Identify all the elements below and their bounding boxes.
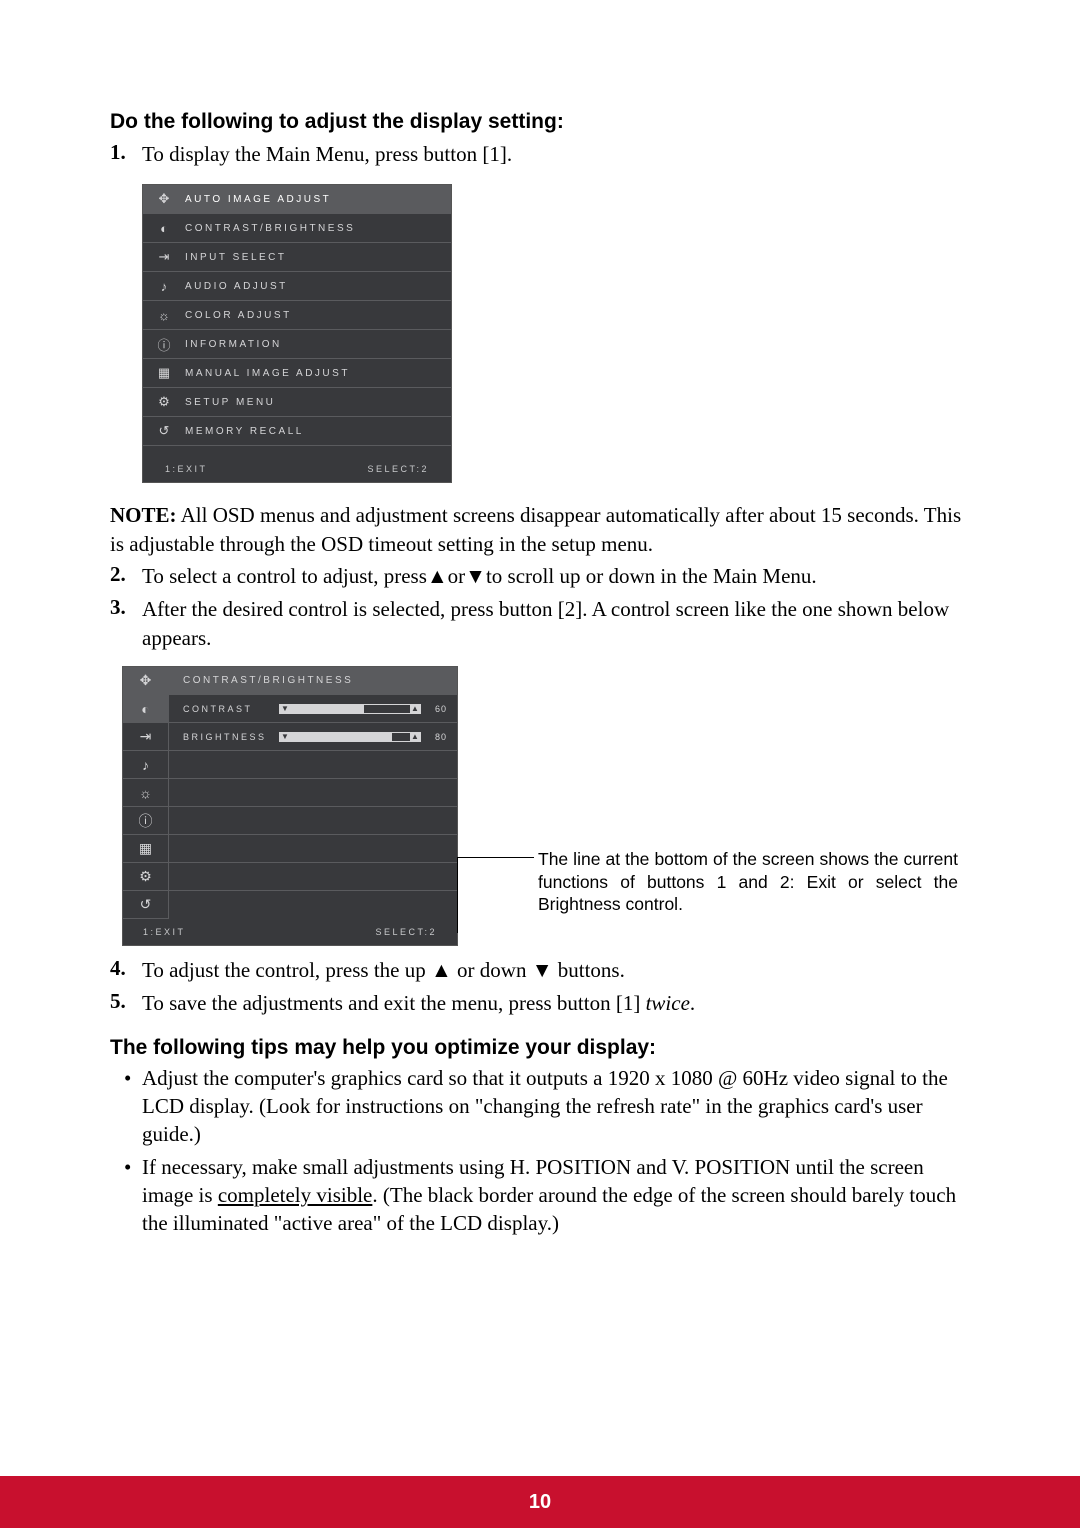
osd-item-icon: ◐ — [153, 220, 175, 236]
ctrl-slider: ▼▲ — [279, 732, 421, 742]
osd-item-label: COLOR ADJUST — [185, 310, 292, 321]
osd-item-icon: ✥ — [153, 191, 175, 207]
ctrl-side-icon: ▦ — [123, 835, 168, 863]
down-arrow-icon: ▼ — [465, 565, 486, 588]
osd-main-footer: 1:EXIT SELECT:2 — [143, 456, 451, 482]
ctrl-side-icon: ⇥ — [123, 723, 168, 751]
note-text: All OSD menus and adjustment screens dis… — [110, 503, 961, 555]
ctrl-row-label: BRIGHTNESS — [183, 732, 271, 742]
osd-item-label: CONTRAST/BRIGHTNESS — [185, 223, 355, 234]
step-1-num: 1. — [110, 140, 142, 168]
ctrl-adjust-row: BRIGHTNESS ▼▲ 80 — [169, 723, 457, 751]
step-4-text: To adjust the control, press the up ▲ or… — [142, 956, 970, 985]
ctrl-row-value: 60 — [429, 704, 447, 714]
osd-footer-select: SELECT:2 — [367, 464, 429, 474]
step-2-num: 2. — [110, 562, 142, 591]
step-4: 4. To adjust the control, press the up ▲… — [110, 956, 970, 985]
bullet-icon: • — [124, 1153, 142, 1238]
osd-item-icon: ☼ — [153, 307, 175, 323]
ctrl-side-icon: ◐ — [123, 695, 168, 723]
ctrl-adjust-row: CONTRAST ▼▲ 60 — [169, 695, 457, 723]
ctrl-row-label: CONTRAST — [183, 704, 271, 714]
osd-item-label: MEMORY RECALL — [185, 426, 304, 437]
osd-menu-item: ▦ MANUAL IMAGE ADJUST — [143, 359, 451, 388]
note-label: NOTE: — [110, 503, 177, 527]
osd-control-footer: 1:EXIT SELECT:2 — [123, 919, 457, 945]
osd-footer-exit: 1:EXIT — [165, 464, 208, 474]
osd-control-wrap: ✥◐⇥♪☼ⓘ▦⚙↺ CONTRAST/BRIGHTNESS CONTRAST ▼▲… — [122, 666, 970, 946]
osd-item-icon: ⇥ — [153, 249, 175, 265]
step-5: 5. To save the adjustments and exit the … — [110, 989, 970, 1017]
osd-menu-item: ☼ COLOR ADJUST — [143, 301, 451, 330]
osd-control-sidebar: ✥◐⇥♪☼ⓘ▦⚙↺ — [123, 667, 169, 919]
ctrl-side-icon: ↺ — [123, 891, 168, 919]
osd-item-icon: ⚙ — [153, 394, 175, 410]
step-5-text: To save the adjustments and exit the men… — [142, 989, 970, 1017]
ctrl-side-icon: ♪ — [123, 751, 168, 779]
step-1-text: To display the Main Menu, press button [… — [142, 140, 970, 168]
osd-control-header: CONTRAST/BRIGHTNESS — [169, 667, 457, 695]
osd-item-icon: ♪ — [153, 278, 175, 294]
ctrl-footer-exit: 1:EXIT — [143, 927, 186, 937]
osd-item-label: AUTO IMAGE ADJUST — [185, 194, 331, 205]
osd-menu-item: ⇥ INPUT SELECT — [143, 243, 451, 272]
osd-menu-item: ⓘ INFORMATION — [143, 330, 451, 359]
osd-menu-item: ♪ AUDIO ADJUST — [143, 272, 451, 301]
down-arrow-icon: ▼ — [532, 959, 553, 982]
osd-item-label: AUDIO ADJUST — [185, 281, 288, 292]
tip-2-text: If necessary, make small adjustments usi… — [142, 1153, 970, 1238]
step-1: 1. To display the Main Menu, press butto… — [110, 140, 970, 168]
step-2-text: To select a control to adjust, press▲or▼… — [142, 562, 970, 591]
callout-text: The line at the bottom of the screen sho… — [538, 848, 958, 916]
note-block: NOTE: All OSD menus and adjustment scree… — [110, 501, 970, 558]
osd-menu-item: ◐ CONTRAST/BRIGHTNESS — [143, 214, 451, 243]
osd-item-icon: ▦ — [153, 365, 175, 381]
osd-main-menu: ✥ AUTO IMAGE ADJUST ◐ CONTRAST/BRIGHTNESS ⇥ I… — [142, 184, 452, 483]
up-arrow-icon: ▲ — [431, 959, 452, 982]
osd-item-label: INPUT SELECT — [185, 252, 287, 263]
osd-control-main: CONTRAST/BRIGHTNESS CONTRAST ▼▲ 60 BRIGHTNE… — [169, 667, 457, 919]
step-2: 2. To select a control to adjust, press▲… — [110, 562, 970, 591]
ctrl-side-icon: ✥ — [123, 667, 168, 695]
page-content: Do the following to adjust the display s… — [0, 0, 1080, 1238]
step-4-num: 4. — [110, 956, 142, 985]
osd-item-icon: ⓘ — [153, 336, 175, 352]
osd-item-label: INFORMATION — [185, 339, 282, 350]
up-arrow-icon: ▲ — [427, 565, 448, 588]
step-5-num: 5. — [110, 989, 142, 1017]
step-3-num: 3. — [110, 595, 142, 652]
osd-control-screen: ✥◐⇥♪☼ⓘ▦⚙↺ CONTRAST/BRIGHTNESS CONTRAST ▼▲… — [122, 666, 458, 946]
ctrl-side-icon: ⚙ — [123, 863, 168, 891]
osd-item-label: SETUP MENU — [185, 397, 275, 408]
osd-item-label: MANUAL IMAGE ADJUST — [185, 368, 350, 379]
step-3-text: After the desired control is selected, p… — [142, 595, 970, 652]
tips-heading: The following tips may help you optimize… — [110, 1036, 970, 1060]
step-3: 3. After the desired control is selected… — [110, 595, 970, 652]
ctrl-row-value: 80 — [429, 732, 447, 742]
osd-menu-item: ⚙ SETUP MENU — [143, 388, 451, 417]
page-number: 10 — [529, 1491, 551, 1514]
heading-adjust: Do the following to adjust the display s… — [110, 110, 970, 134]
osd-menu-item: ✥ AUTO IMAGE ADJUST — [143, 185, 451, 214]
ctrl-side-icon: ☼ — [123, 779, 168, 807]
tip-1-text: Adjust the computer's graphics card so t… — [142, 1064, 970, 1149]
callout-leader-line — [458, 857, 534, 858]
ctrl-footer-select: SELECT:2 — [375, 927, 437, 937]
tip-1: • Adjust the computer's graphics card so… — [124, 1064, 970, 1149]
osd-menu-item: ↺ MEMORY RECALL — [143, 417, 451, 446]
ctrl-slider: ▼▲ — [279, 704, 421, 714]
osd-item-icon: ↺ — [153, 423, 175, 439]
tip-2: • If necessary, make small adjustments u… — [124, 1153, 970, 1238]
page-footer: 10 — [0, 1476, 1080, 1528]
bullet-icon: • — [124, 1064, 142, 1149]
ctrl-side-icon: ⓘ — [123, 807, 168, 835]
